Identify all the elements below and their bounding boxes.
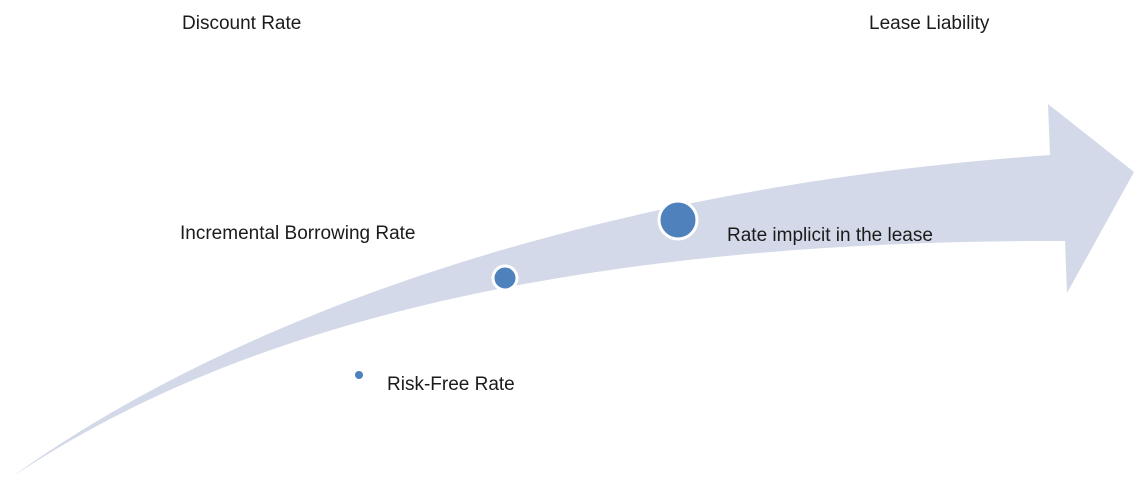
rate-implicit-label: Rate implicit in the lease: [727, 225, 933, 246]
incremental-borrowing-rate-label: Incremental Borrowing Rate: [180, 223, 416, 244]
lease-liability-title: Lease Liability: [869, 13, 990, 34]
risk-free-dot: [355, 371, 363, 379]
risk-free-rate-label: Risk-Free Rate: [387, 374, 515, 395]
curved-arrow: [12, 104, 1134, 477]
incremental-borrowing-dot: [491, 264, 519, 292]
discount-rate-title: Discount Rate: [182, 13, 302, 34]
implicit-rate-dot: [657, 199, 699, 241]
